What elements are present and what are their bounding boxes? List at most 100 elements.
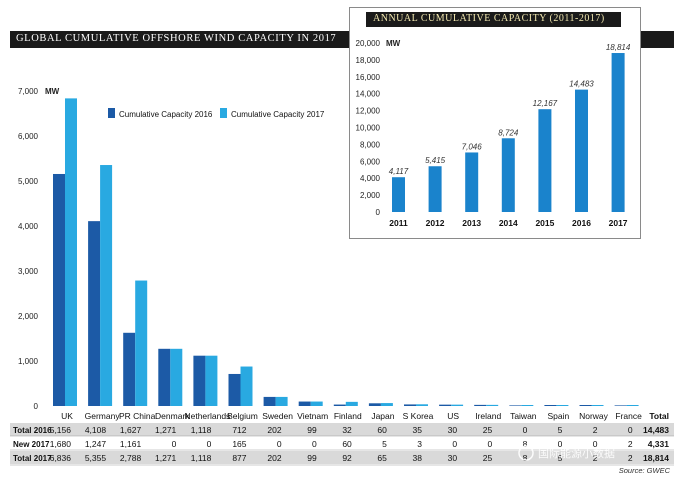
bar: [380, 403, 393, 406]
category-label: Ireland: [475, 411, 501, 421]
table-cell: 0: [523, 425, 528, 435]
bar: [240, 366, 253, 406]
table-cell: 25: [483, 453, 493, 463]
table-cell: 0: [628, 425, 633, 435]
bar: [626, 405, 639, 406]
table-cell: 1,271: [155, 425, 177, 435]
y-tick-label: 1,000: [18, 357, 39, 366]
y-tick-label: 5,000: [18, 177, 39, 186]
bar: [193, 355, 206, 406]
bar: [509, 405, 522, 406]
table-cell: 0: [207, 439, 212, 449]
table-cell: 1,161: [120, 439, 142, 449]
category-label: Finland: [334, 411, 362, 421]
inset-y-tick-label: 18,000: [356, 56, 381, 65]
table-cell: 0: [558, 439, 563, 449]
inset-bar: [611, 53, 625, 213]
inset-y-tick-label: 14,000: [356, 90, 381, 99]
table-cell: 5,355: [85, 453, 107, 463]
bar: [614, 405, 627, 406]
category-label: Sweden: [262, 411, 293, 421]
inset-bar: [465, 152, 479, 212]
bar: [53, 173, 65, 406]
table-cell: 8: [523, 439, 528, 449]
table-cell: 3: [417, 439, 422, 449]
table-cell: 5: [382, 439, 387, 449]
table-cell: 877: [232, 453, 246, 463]
y-tick-label: 3,000: [18, 267, 39, 276]
bar: [404, 404, 416, 406]
table-row-total: 18,814: [643, 453, 669, 463]
inset-category-label: 2016: [572, 218, 591, 228]
table-cell: 202: [267, 425, 281, 435]
bar: [416, 404, 428, 406]
bar: [521, 405, 534, 406]
table-row-band: [10, 451, 674, 464]
legend-swatch: [108, 108, 115, 118]
bar: [310, 401, 323, 406]
table-cell: 4,108: [85, 425, 107, 435]
bar: [228, 373, 241, 406]
table-cell: 2: [593, 453, 598, 463]
category-label: S Korea: [403, 411, 434, 421]
table-cell: 30: [448, 453, 458, 463]
inset-bar: [575, 89, 588, 212]
inset-value-label: 5,415: [425, 156, 446, 165]
inset-category-label: 2017: [609, 218, 628, 228]
bar: [100, 165, 113, 406]
table-cell: 8: [523, 453, 528, 463]
inset-category-label: 2013: [462, 218, 481, 228]
bar: [65, 98, 77, 406]
inset-category-label: 2015: [535, 218, 554, 228]
table-cell: 32: [342, 425, 352, 435]
inset-y-axis-unit: MW: [386, 39, 401, 48]
bar: [263, 396, 276, 406]
bar: [544, 405, 557, 406]
table-cell: 0: [312, 439, 317, 449]
table-cell: 38: [413, 453, 423, 463]
inset-value-label: 7,046: [462, 142, 483, 151]
bar: [556, 405, 569, 406]
bar: [298, 401, 311, 406]
table-row-band: [10, 423, 674, 436]
table-cell: 1,680: [50, 439, 72, 449]
table-cell: 5: [558, 453, 563, 463]
main-chart-title: GLOBAL CUMULATIVE OFFSHORE WIND CAPACITY…: [16, 33, 337, 44]
y-axis-unit: MW: [45, 87, 60, 96]
bar: [333, 404, 346, 406]
source-note: Source: GWEC: [618, 466, 670, 475]
table-cell: 30: [448, 425, 458, 435]
category-label: Netherlands: [184, 411, 230, 421]
inset-y-tick-label: 20,000: [356, 39, 381, 48]
table-cell: 25: [483, 425, 493, 435]
table-cell: 0: [487, 439, 492, 449]
table-cell: 35: [413, 425, 423, 435]
table-cell: 99: [307, 425, 317, 435]
inset-y-tick-label: 2,000: [360, 191, 381, 200]
inset-y-tick-label: 6,000: [360, 157, 381, 166]
table-cell: 92: [342, 453, 352, 463]
inset-y-tick-label: 4,000: [360, 174, 381, 183]
inset-category-label: 2012: [426, 218, 445, 228]
table-cell: 1,118: [191, 425, 212, 435]
bar: [451, 404, 464, 406]
bar: [88, 221, 101, 406]
bar: [170, 348, 183, 406]
table-cell: 1,247: [85, 439, 107, 449]
table-cell: 5: [558, 425, 563, 435]
category-label: Spain: [548, 411, 570, 421]
category-label: Denmark: [155, 411, 190, 421]
y-tick-label: 2,000: [18, 312, 39, 321]
inset-y-tick-label: 8,000: [360, 140, 381, 149]
bar: [205, 355, 218, 406]
inset-value-label: 12,167: [533, 99, 558, 108]
table-cell: 0: [593, 439, 598, 449]
table-row-total: 14,483: [643, 425, 669, 435]
inset-bar: [428, 166, 442, 212]
category-label: UK: [61, 411, 73, 421]
category-label: Japan: [371, 411, 394, 421]
y-tick-label: 7,000: [18, 87, 39, 96]
watermark-text: 国际能源小数据: [538, 446, 615, 460]
